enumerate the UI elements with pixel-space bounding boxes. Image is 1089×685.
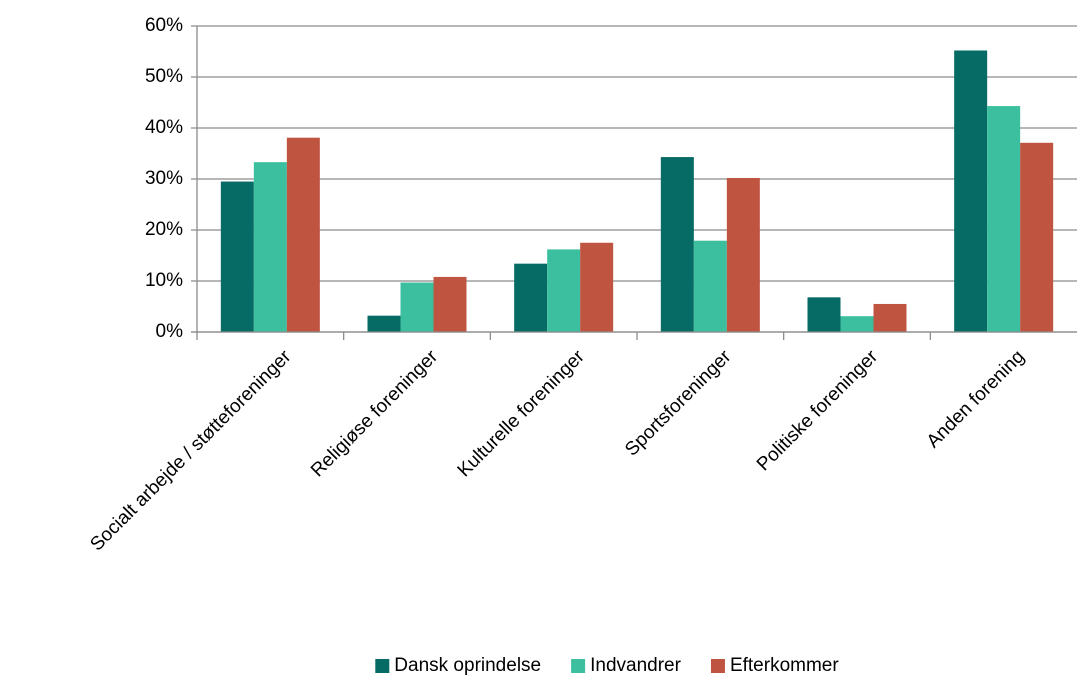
bar — [693, 240, 727, 332]
y-tick-label: 0% — [156, 321, 184, 342]
bar — [1020, 142, 1054, 332]
legend-swatch — [571, 659, 586, 673]
y-tick-label: 60% — [145, 15, 183, 36]
bar — [840, 316, 874, 332]
y-tick-label: 50% — [145, 66, 183, 87]
bar — [807, 297, 841, 332]
bar — [873, 303, 907, 332]
x-tick-label: Religiøse foreninger — [307, 346, 443, 482]
y-tick-label: 20% — [145, 219, 183, 240]
legend-swatch — [375, 659, 390, 673]
legend-label: Indvandrer — [590, 655, 682, 676]
bar — [400, 282, 434, 332]
x-tick-label: Politiske foreninger — [753, 346, 883, 476]
bar — [220, 181, 254, 332]
legend: Dansk oprindelse Indvandrer Efterkommer — [375, 655, 839, 676]
y-tick-label: 10% — [145, 270, 183, 291]
legend-label: Efterkommer — [730, 655, 839, 676]
bar — [726, 177, 760, 332]
x-tick-label: Socialt arbejde / støtteforeninger — [86, 346, 295, 555]
bar — [547, 249, 581, 332]
bar — [367, 315, 401, 332]
bar — [660, 157, 694, 332]
legend-swatch — [710, 659, 725, 673]
bar — [253, 162, 287, 332]
legend-label: Dansk oprindelse — [394, 655, 541, 676]
bar — [286, 137, 320, 332]
bar — [580, 242, 614, 332]
y-tick-label: 30% — [145, 168, 183, 189]
bar — [954, 50, 988, 332]
x-tick-label: Anden forening — [923, 346, 1029, 452]
bar — [433, 276, 467, 332]
x-tick-label: Sportsforeninger — [621, 346, 736, 461]
y-tick-label: 40% — [145, 117, 183, 138]
x-tick-label: Kulturelle foreninger — [454, 346, 590, 482]
bar — [514, 263, 548, 332]
bar — [987, 106, 1021, 332]
